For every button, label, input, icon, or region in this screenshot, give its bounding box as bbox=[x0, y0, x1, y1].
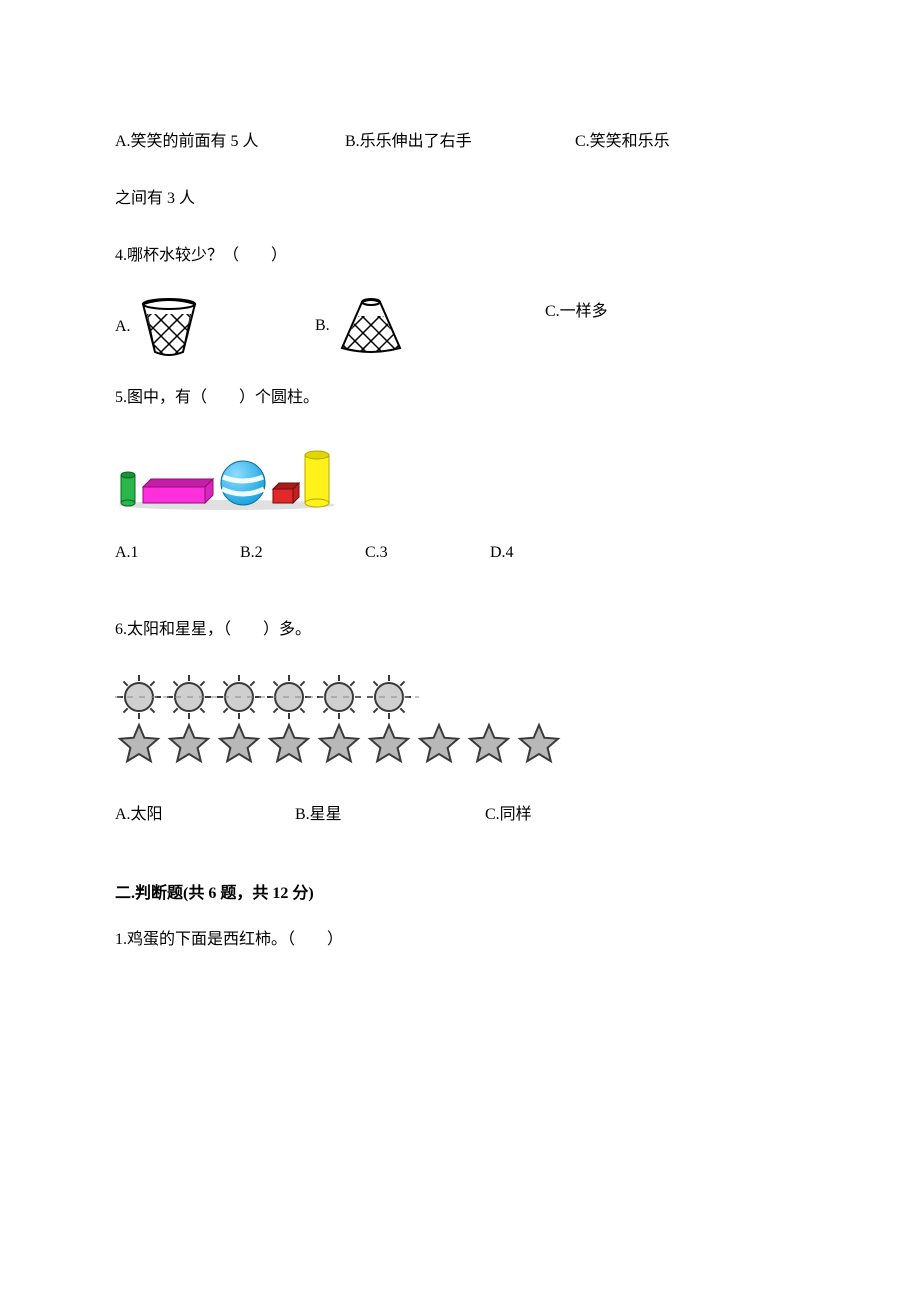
q4-opt-b: B. bbox=[315, 298, 545, 356]
q4-opt-a: A. bbox=[115, 298, 315, 356]
q4-opt-a-label: A. bbox=[115, 313, 131, 342]
q5-prompt: 5.图中，有（ ）个圆柱。 bbox=[115, 384, 805, 413]
q4-prompt: 4.哪杯水较少？（ ） bbox=[115, 242, 805, 271]
q5-shapes bbox=[115, 441, 805, 511]
q3-opt-a: A.笑笑的前面有 5 人 bbox=[115, 128, 345, 157]
section2-header: 二.判断题(共 6 题，共 12 分) bbox=[115, 880, 805, 909]
q6-opt-a: A.太阳 bbox=[115, 801, 295, 830]
section2-q1: 1.鸡蛋的下面是西红柿。（ ） bbox=[115, 926, 805, 955]
cup-a-icon bbox=[139, 298, 199, 356]
q6-opt-b: B.星星 bbox=[295, 801, 485, 830]
q6-opt-c: C.同样 bbox=[485, 801, 665, 830]
q5-opt-b: B.2 bbox=[240, 539, 365, 568]
q5-opt-d: D.4 bbox=[490, 539, 615, 568]
cup-b-icon bbox=[338, 298, 404, 354]
q3-options: A.笑笑的前面有 5 人 B.乐乐伸出了右手 C.笑笑和乐乐 bbox=[115, 128, 805, 157]
q6-options: A.太阳 B.星星 C.同样 bbox=[115, 801, 805, 830]
q4-opt-b-label: B. bbox=[315, 312, 330, 341]
q5-options: A.1 B.2 C.3 D.4 bbox=[115, 539, 805, 568]
q6-figure bbox=[115, 673, 805, 773]
q3-opt-b: B.乐乐伸出了右手 bbox=[345, 128, 575, 157]
q6-prompt: 6.太阳和星星，（ ）多。 bbox=[115, 616, 805, 645]
q3-opt-c-suffix: 之间有 3 人 bbox=[115, 185, 805, 214]
q5-opt-c: C.3 bbox=[365, 539, 490, 568]
q5-opt-a: A.1 bbox=[115, 539, 240, 568]
q4-options: A. B. bbox=[115, 298, 805, 356]
q4-opt-c: C.一样多 bbox=[545, 298, 745, 356]
q3-opt-c-prefix: C.笑笑和乐乐 bbox=[575, 128, 775, 157]
